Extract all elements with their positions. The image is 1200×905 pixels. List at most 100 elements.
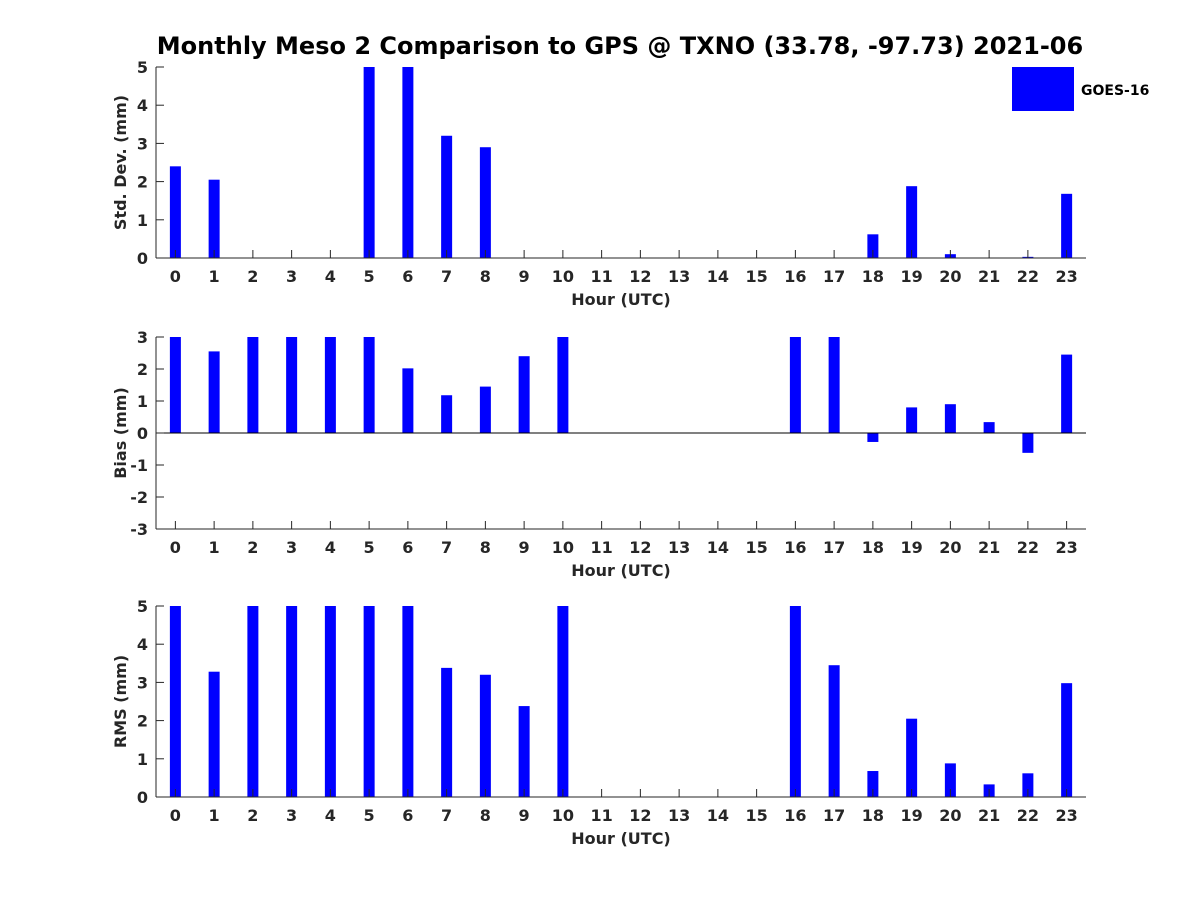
x-tick-label-stddev-22: 22 [1017, 267, 1039, 286]
x-tick-label-bias-13: 13 [668, 538, 690, 557]
bar-rms-hour-17 [828, 665, 840, 797]
bar-stddev-hour-6 [402, 67, 414, 258]
y-tick-label-bias--2: -2 [130, 488, 148, 507]
bar-rms-hour-4 [324, 606, 336, 797]
y-axis-label-bias: Bias (mm) [111, 387, 130, 479]
legend-swatch [1012, 67, 1074, 111]
bar-bias-hour-10 [557, 337, 569, 433]
x-axis-label-stddev: Hour (UTC) [571, 290, 671, 309]
bar-rms-hour-7 [441, 667, 453, 797]
x-tick-label-rms-0: 0 [170, 806, 181, 825]
bar-stddev-hour-5 [363, 67, 375, 258]
y-tick-label-rms-1: 1 [137, 750, 148, 769]
x-tick-label-rms-12: 12 [629, 806, 651, 825]
bar-rms-hour-3 [286, 606, 298, 797]
bar-bias-hour-8 [479, 386, 491, 433]
bar-stddev-hour-18 [867, 234, 879, 258]
bar-stddev-hour-1 [208, 179, 220, 258]
x-tick-label-rms-22: 22 [1017, 806, 1039, 825]
bar-rms-hour-6 [402, 606, 414, 797]
legend: GOES-16 [1012, 67, 1149, 111]
bar-rms-hour-2 [247, 606, 259, 797]
x-tick-label-stddev-8: 8 [480, 267, 491, 286]
x-tick-label-rms-16: 16 [784, 806, 806, 825]
x-tick-label-bias-7: 7 [441, 538, 452, 557]
x-tick-label-stddev-14: 14 [707, 267, 729, 286]
bar-rms-hour-0 [169, 606, 181, 797]
y-tick-label-bias-2: 2 [137, 360, 148, 379]
x-tick-label-rms-17: 17 [823, 806, 845, 825]
bar-bias-hour-22 [1022, 433, 1034, 453]
bar-stddev-hour-8 [479, 147, 491, 258]
bar-stddev-hour-19 [906, 186, 918, 258]
x-tick-label-rms-6: 6 [402, 806, 413, 825]
y-tick-label-rms-4: 4 [137, 635, 148, 654]
bar-bias-hour-16 [789, 337, 801, 433]
x-tick-label-stddev-1: 1 [209, 267, 220, 286]
x-tick-label-stddev-11: 11 [590, 267, 612, 286]
x-tick-label-stddev-0: 0 [170, 267, 181, 286]
bar-rms-hour-10 [557, 606, 569, 797]
x-tick-label-rms-9: 9 [519, 806, 530, 825]
x-tick-label-stddev-17: 17 [823, 267, 845, 286]
x-tick-label-bias-16: 16 [784, 538, 806, 557]
bar-rms-hour-16 [789, 606, 801, 797]
y-tick-label-bias-1: 1 [137, 392, 148, 411]
x-tick-label-bias-0: 0 [170, 538, 181, 557]
y-tick-label-bias-3: 3 [137, 328, 148, 347]
y-tick-label-stddev-5: 5 [137, 58, 148, 77]
x-tick-label-rms-4: 4 [325, 806, 336, 825]
bar-bias-hour-19 [906, 407, 918, 433]
x-tick-label-rms-7: 7 [441, 806, 452, 825]
bar-bias-hour-21 [983, 422, 995, 433]
x-tick-label-bias-2: 2 [247, 538, 258, 557]
y-tick-label-stddev-4: 4 [137, 96, 148, 115]
x-tick-label-stddev-12: 12 [629, 267, 651, 286]
x-axis-label-bias: Hour (UTC) [571, 561, 671, 580]
bar-rms-hour-22 [1022, 773, 1034, 797]
x-tick-label-rms-5: 5 [364, 806, 375, 825]
bar-bias-hour-3 [286, 337, 298, 433]
bar-rms-hour-18 [867, 771, 879, 797]
x-tick-label-rms-11: 11 [590, 806, 612, 825]
bar-rms-hour-5 [363, 606, 375, 797]
x-tick-label-stddev-16: 16 [784, 267, 806, 286]
x-tick-label-stddev-2: 2 [247, 267, 258, 286]
x-tick-label-bias-1: 1 [209, 538, 220, 557]
bar-bias-hour-7 [441, 395, 453, 433]
x-tick-label-stddev-9: 9 [519, 267, 530, 286]
x-tick-label-bias-21: 21 [978, 538, 1000, 557]
x-tick-label-stddev-7: 7 [441, 267, 452, 286]
y-tick-label-bias--3: -3 [130, 520, 148, 539]
y-tick-label-stddev-0: 0 [137, 249, 148, 268]
bar-bias-hour-4 [324, 337, 336, 433]
x-tick-label-bias-20: 20 [939, 538, 961, 557]
y-tick-label-rms-0: 0 [137, 788, 148, 807]
x-tick-label-stddev-4: 4 [325, 267, 336, 286]
x-tick-label-bias-5: 5 [364, 538, 375, 557]
x-tick-label-rms-20: 20 [939, 806, 961, 825]
y-tick-label-stddev-1: 1 [137, 211, 148, 230]
x-tick-label-bias-4: 4 [325, 538, 336, 557]
x-tick-label-rms-3: 3 [286, 806, 297, 825]
x-tick-label-rms-10: 10 [552, 806, 574, 825]
x-tick-label-rms-2: 2 [247, 806, 258, 825]
bar-bias-hour-17 [828, 337, 840, 433]
x-tick-label-rms-8: 8 [480, 806, 491, 825]
x-tick-label-bias-14: 14 [707, 538, 729, 557]
x-tick-label-rms-21: 21 [978, 806, 1000, 825]
bar-rms-hour-1 [208, 671, 220, 797]
bar-bias-hour-5 [363, 337, 375, 433]
x-tick-label-rms-15: 15 [745, 806, 767, 825]
x-tick-label-bias-3: 3 [286, 538, 297, 557]
x-tick-label-bias-8: 8 [480, 538, 491, 557]
bar-stddev-hour-7 [441, 135, 453, 258]
bar-rms-hour-20 [944, 763, 956, 797]
x-tick-label-bias-18: 18 [862, 538, 884, 557]
chart-title: Monthly Meso 2 Comparison to GPS @ TXNO … [157, 32, 1083, 60]
y-axis-label-stddev: Std. Dev. (mm) [111, 95, 130, 230]
